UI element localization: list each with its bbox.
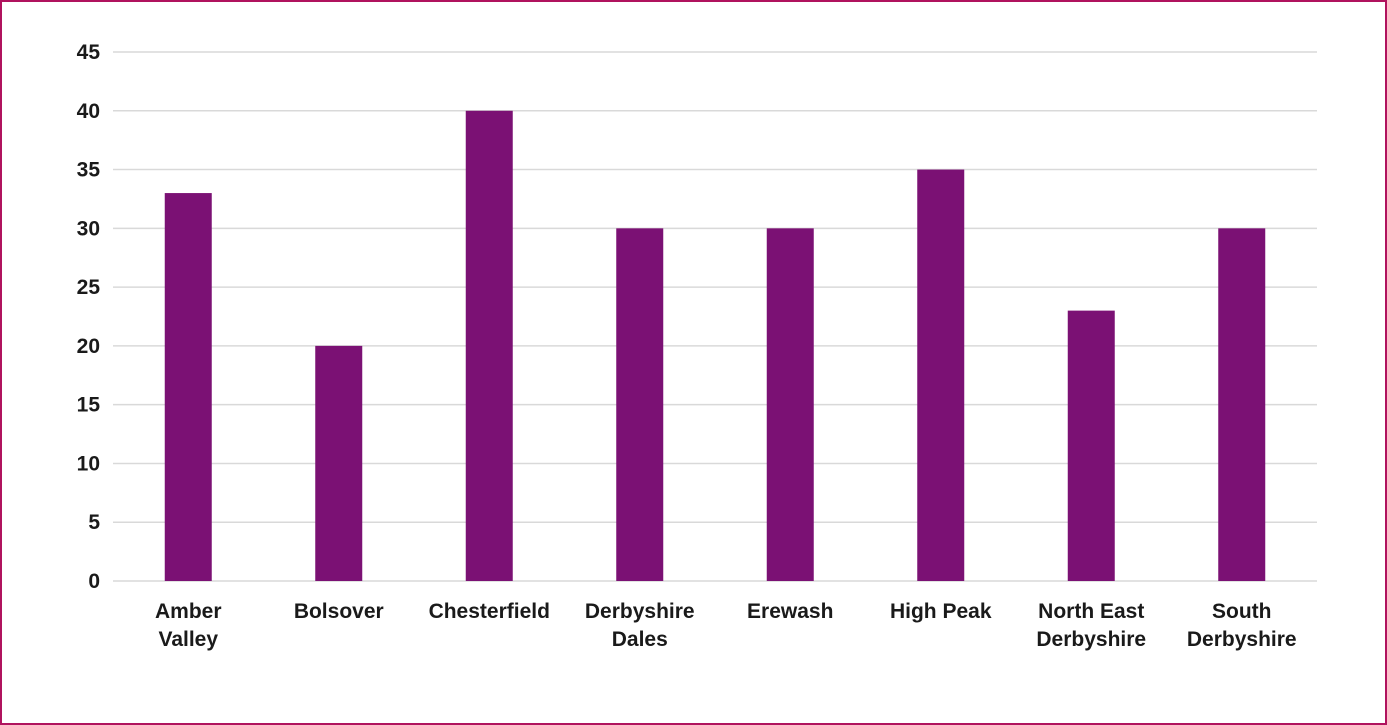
bar [315,345,363,581]
bar [465,110,513,582]
bar [616,228,664,582]
y-tick-label: 25 [77,276,101,299]
y-tick-label: 5 [88,511,100,534]
x-tick-label: High Peak [890,600,992,623]
y-tick-label: 45 [77,41,101,64]
y-tick-label: 40 [77,100,100,123]
x-tick-label: Chesterfield [429,600,550,623]
bar [766,228,814,582]
y-tick-label: 30 [77,217,100,240]
y-tick-label: 10 [77,452,100,475]
y-tick-label: 15 [77,394,101,417]
bar [1067,310,1115,581]
bar [1218,228,1266,582]
x-tick-label: North East Derbyshire [1036,600,1146,651]
x-axis-labels: Amber Valley Bolsover Chesterfield Derbyshir… [155,600,1297,651]
y-tick-label: 35 [77,159,101,182]
bar [164,193,212,582]
y-tick-label: 0 [88,570,100,593]
gridlines [113,51,1317,582]
y-tick-label: 20 [77,335,100,358]
bars [164,110,1266,582]
bar [917,169,965,582]
y-axis-ticks: 0 5 10 15 20 25 30 35 40 45 [77,41,101,593]
x-tick-label: Amber Valley [155,600,222,651]
x-tick-label: Bolsover [294,600,384,623]
x-tick-label: Derbyshire Dales [585,600,695,651]
x-tick-label: South Derbyshire [1187,600,1297,651]
x-tick-label: Erewash [747,600,833,623]
